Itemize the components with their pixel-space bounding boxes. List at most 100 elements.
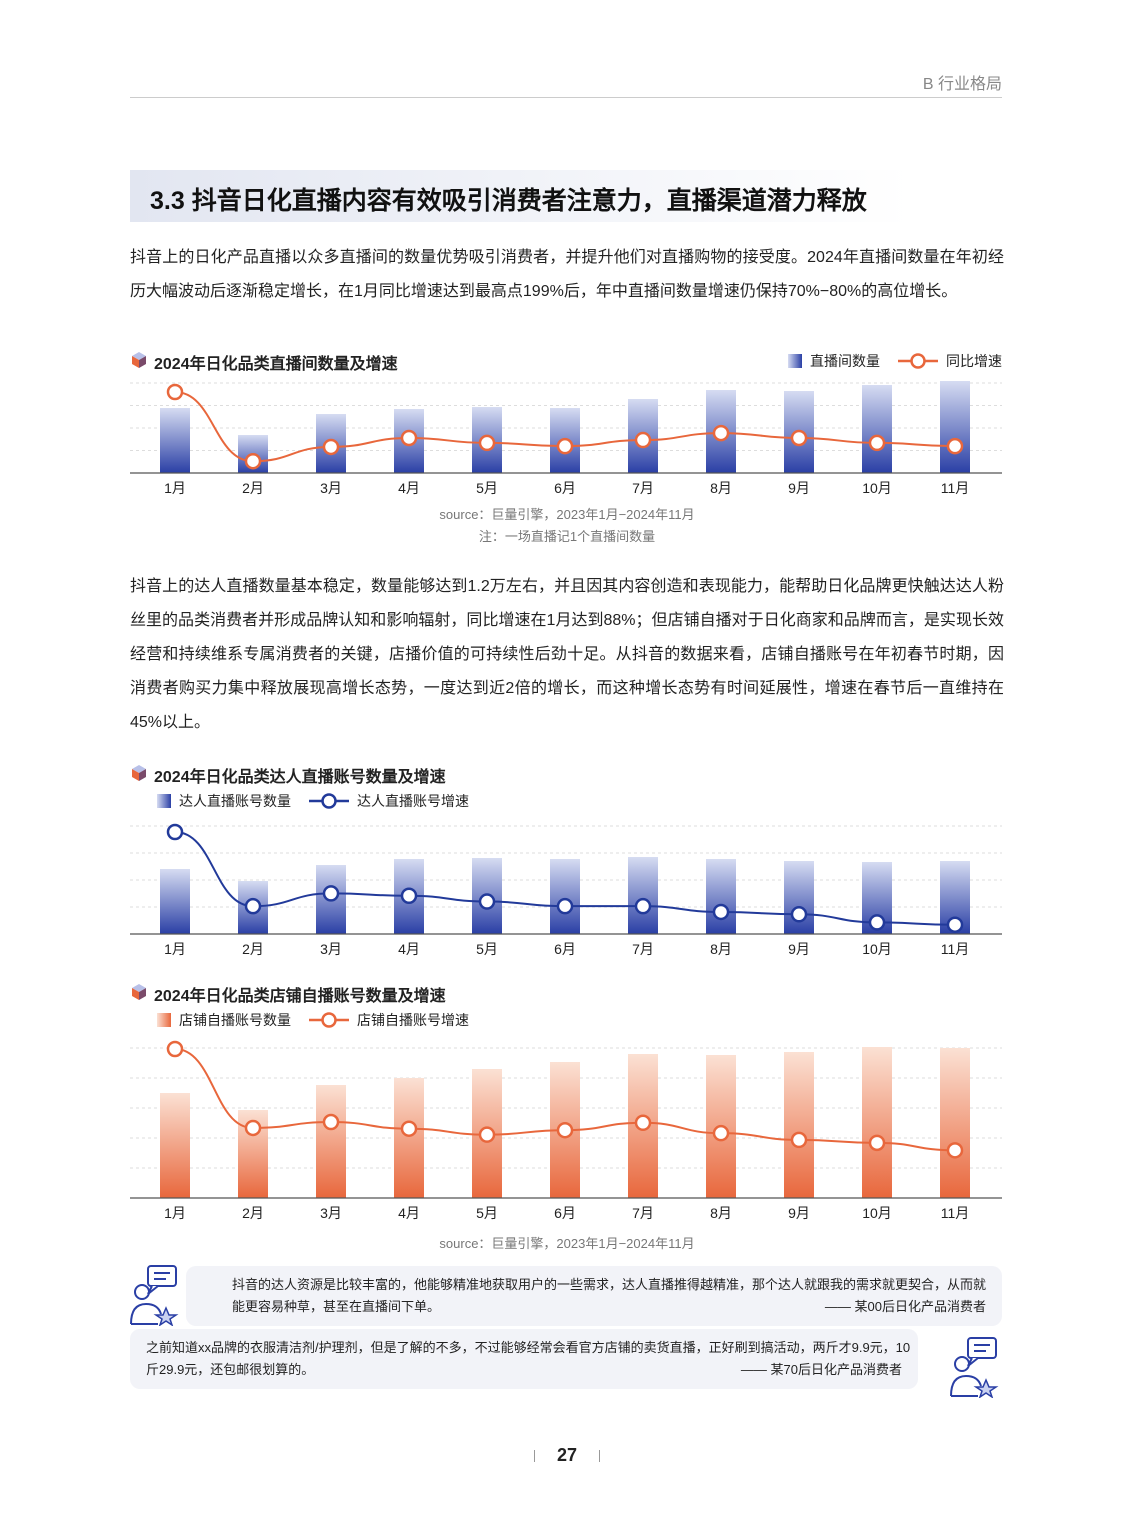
- chart1-legend: 直播间数量 同比增速: [788, 351, 1002, 371]
- bar: [160, 869, 190, 934]
- growth-point: [166, 383, 184, 401]
- growth-point: [946, 437, 964, 455]
- growth-point: [868, 914, 886, 931]
- cube-icon: [130, 764, 148, 787]
- x-tick-label: 2月: [242, 941, 264, 957]
- consumer-speech-icon: [130, 1265, 179, 1326]
- growth-point: [478, 1126, 496, 1143]
- growth-point: [166, 1040, 184, 1058]
- chart2-title: 2024年日化品类达人直播账号数量及增速: [130, 763, 446, 787]
- x-tick-label: 11月: [941, 941, 970, 957]
- chart1-plot: 1月 2月 3月 4月 5月 6月 7月 8月 9月 10月 11月: [130, 381, 1002, 496]
- growth-point: [634, 431, 652, 449]
- x-tick-label: 5月: [476, 1205, 498, 1221]
- chart1-source: source：巨量引擎，2023年1月−2024年11月: [439, 507, 695, 522]
- growth-point: [244, 452, 262, 470]
- growth-point: [634, 1114, 652, 1132]
- chart3-plot: 1月 2月 3月 4月 5月 6月 7月 8月 9月 10月 11月: [130, 1040, 1002, 1221]
- growth-point: [712, 1124, 730, 1142]
- x-tick-label: 3月: [320, 1205, 342, 1221]
- x-tick-label: 10月: [862, 1205, 892, 1221]
- growth-point: [712, 424, 730, 442]
- x-tick-label: 7月: [632, 1205, 654, 1221]
- header-divider: [130, 97, 1002, 98]
- x-tick-label: 1月: [164, 1205, 186, 1221]
- growth-point: [634, 897, 652, 915]
- chart3-source: source：巨量引擎，2023年1月−2024年11月: [439, 1236, 695, 1251]
- page-number: 27: [0, 1445, 1134, 1466]
- x-tick-label: 4月: [398, 1205, 420, 1221]
- x-tick-label: 10月: [862, 941, 892, 957]
- chart1-note: 注：一场直播记1个直播间数量: [478, 529, 656, 544]
- section-header: B 行业格局: [922, 76, 1002, 93]
- legend-line-swatch: [309, 1012, 349, 1028]
- growth-point: [400, 1120, 418, 1137]
- consumer-speech-icon: [950, 1337, 999, 1398]
- x-tick-label: 8月: [710, 941, 732, 957]
- x-tick-label: 5月: [476, 941, 498, 957]
- legend-bar-swatch: [157, 1013, 171, 1027]
- growth-point: [712, 903, 730, 921]
- x-tick-label: 6月: [554, 480, 576, 496]
- chart2-legend: 达人直播账号数量 达人直播账号增速: [157, 791, 469, 811]
- x-tick-label: 10月: [862, 480, 892, 496]
- legend-line-swatch: [898, 353, 938, 369]
- growth-point: [556, 437, 574, 455]
- section-title-box: 3.3 抖音日化直播内容有效吸引消费者注意力，直播渠道潜力释放: [130, 170, 910, 222]
- growth-point: [790, 1131, 808, 1149]
- x-tick-label: 4月: [398, 941, 420, 957]
- x-tick-label: 3月: [320, 941, 342, 957]
- x-tick-label: 8月: [710, 1205, 732, 1221]
- growth-point: [946, 1142, 964, 1159]
- bar: [940, 381, 970, 473]
- x-tick-label: 8月: [710, 480, 732, 496]
- growth-point: [244, 1119, 262, 1137]
- growth-point: [322, 438, 340, 456]
- section-title: 3.3 抖音日化直播内容有效吸引消费者注意力，直播渠道潜力释放: [150, 187, 867, 215]
- x-tick-label: 1月: [164, 941, 186, 957]
- bar: [862, 385, 892, 473]
- x-tick-label: 7月: [632, 480, 654, 496]
- x-tick-label: 6月: [554, 1205, 576, 1221]
- bar: [784, 1052, 814, 1198]
- cube-icon: [130, 983, 148, 1006]
- growth-point: [322, 1113, 340, 1131]
- growth-point: [790, 429, 808, 447]
- growth-line: [174, 1048, 956, 1152]
- bar: [706, 859, 736, 934]
- bar: [862, 1047, 892, 1198]
- growth-point: [166, 823, 184, 841]
- growth-point: [556, 1121, 574, 1139]
- bar: [160, 408, 190, 473]
- growth-line: [174, 831, 956, 926]
- legend-bar-swatch: [788, 354, 802, 368]
- bar: [550, 859, 580, 934]
- x-tick-label: 1月: [164, 480, 186, 496]
- growth-point: [868, 1134, 886, 1152]
- cube-icon: [130, 351, 148, 374]
- x-tick-label: 7月: [632, 941, 654, 957]
- growth-point: [868, 434, 886, 452]
- growth-point: [244, 897, 262, 915]
- x-tick-label: 11月: [941, 1205, 970, 1221]
- growth-point: [322, 885, 340, 902]
- bar: [628, 857, 658, 934]
- growth-point: [478, 434, 496, 452]
- chart3-title: 2024年日化品类店铺自播账号数量及增速: [130, 982, 446, 1006]
- growth-point: [790, 906, 808, 923]
- bar: [160, 1093, 190, 1198]
- x-tick-label: 9月: [788, 941, 810, 957]
- chart3-legend: 店铺自播账号数量 店铺自播账号增速: [157, 1010, 469, 1030]
- paragraph-2: 抖音上的达人直播数量基本稳定，数量能够达到1.2万左右，并且因其内容创造和表现能…: [130, 578, 1004, 731]
- growth-point: [946, 916, 964, 933]
- growth-point: [556, 897, 574, 915]
- x-tick-label: 2月: [242, 1205, 264, 1221]
- bar: [784, 861, 814, 934]
- quote-2: 之前知道xx品牌的衣服清洁剂/护理剂，但是了解的不多，不过能够经常会看官方店铺的…: [130, 1329, 918, 1389]
- x-tick-label: 4月: [398, 480, 420, 496]
- growth-point: [400, 887, 418, 904]
- x-tick-label: 3月: [320, 480, 342, 496]
- x-tick-label: 6月: [554, 941, 576, 957]
- x-tick-label: 2月: [242, 480, 264, 496]
- quote-1: 抖音的达人资源是比较丰富的，他能够精准地获取用户的一些需求，达人直播推得越精准，…: [186, 1266, 1002, 1326]
